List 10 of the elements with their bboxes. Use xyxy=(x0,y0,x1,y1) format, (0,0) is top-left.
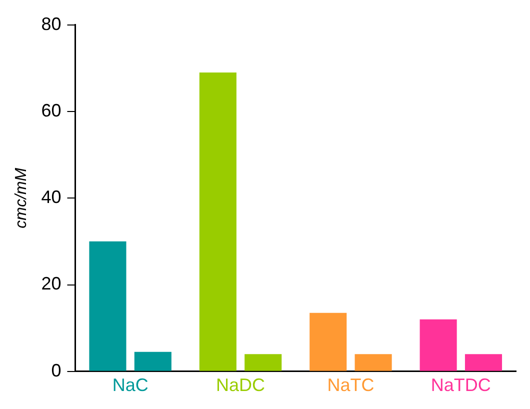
x-tick-label: NaC xyxy=(112,375,148,396)
y-tick-label: 80 xyxy=(41,14,62,34)
x-tick-label: NaTC xyxy=(327,375,374,396)
y-axis-title: cmc/mM xyxy=(13,167,30,228)
y-tick-label: 60 xyxy=(41,100,62,120)
y-tick-label: 0 xyxy=(51,360,62,380)
y-tick-label: 40 xyxy=(41,187,62,208)
x-tick-label: NaDC xyxy=(216,375,266,396)
y-tick-label: 20 xyxy=(41,274,62,294)
x-tick-label: NaTDC xyxy=(430,375,491,396)
